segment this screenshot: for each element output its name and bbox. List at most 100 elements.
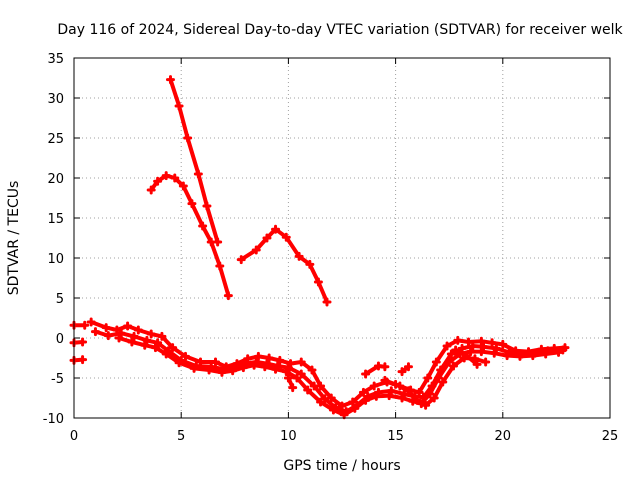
series-pass-b [168, 77, 220, 244]
data-point [528, 351, 538, 361]
y-tick-label: 5 [56, 292, 64, 307]
data-point [391, 379, 401, 389]
data-point [425, 389, 435, 399]
data-point [358, 387, 368, 397]
axis-ticks: 0 5 10 15 20 25 -10 -5 0 5 10 15 20 25 30 35 [43, 52, 619, 444]
data-point [249, 360, 259, 370]
data-point [438, 377, 448, 387]
data-point [260, 362, 270, 372]
data-point [211, 357, 221, 367]
data-point [161, 171, 171, 181]
data-point [515, 351, 525, 361]
data-point [129, 331, 139, 341]
data-point [326, 393, 336, 403]
data-point [429, 393, 439, 403]
data-point [146, 329, 156, 339]
data-point [146, 185, 156, 195]
data-point [292, 373, 302, 383]
y-tick-label: 35 [47, 52, 64, 67]
data-point [554, 347, 564, 357]
y-axis-label: SDTVAR / TECUs [6, 181, 22, 296]
data-point [316, 397, 326, 407]
data-point [461, 351, 471, 361]
data-point [271, 224, 281, 234]
chart-title: Day 116 of 2024, Sidereal Day-to-day VTE… [57, 22, 623, 38]
data-point [288, 383, 298, 393]
data-point [165, 75, 175, 85]
data-point [502, 351, 512, 361]
data-point [114, 333, 124, 343]
data-point [453, 335, 463, 345]
y-tick-label: 10 [47, 252, 64, 267]
data-point [217, 367, 227, 377]
data-point [238, 363, 248, 373]
data-point [281, 232, 291, 242]
y-tick-label: 15 [47, 212, 64, 227]
data-point [431, 357, 441, 367]
x-tick-label: 25 [602, 429, 619, 444]
data-point [472, 359, 482, 369]
data-point [170, 173, 180, 183]
data-point [187, 199, 197, 209]
data-point [86, 317, 96, 327]
data-point [313, 277, 323, 287]
x-tick-label: 5 [177, 429, 185, 444]
data-point [421, 400, 431, 410]
data-point [189, 363, 199, 373]
data-point [371, 391, 381, 401]
data-point [403, 386, 413, 396]
data-point [281, 367, 291, 377]
data-point [487, 338, 497, 348]
data-point [309, 381, 319, 391]
data-point [153, 338, 163, 348]
data-point [262, 233, 272, 243]
grid [74, 58, 610, 418]
data-point [228, 366, 238, 376]
data-point [180, 351, 190, 361]
data-point [491, 343, 501, 353]
data-point [251, 245, 261, 255]
data-point [481, 357, 491, 367]
data-point [140, 340, 150, 350]
data-point [476, 347, 486, 357]
data-point [103, 331, 113, 341]
data-point [116, 328, 126, 338]
data-point [161, 349, 171, 359]
data-point [294, 251, 304, 261]
data-point [213, 237, 223, 247]
data-point [174, 101, 184, 111]
x-tick-label: 0 [70, 429, 78, 444]
y-tick-label: 30 [47, 92, 64, 107]
data-point [275, 355, 285, 365]
data-point [451, 345, 461, 355]
series-group [69, 75, 570, 420]
data-point [448, 361, 458, 371]
data-point [397, 367, 407, 377]
data-point [384, 391, 394, 401]
y-tick-label: -5 [51, 372, 64, 387]
data-point [202, 201, 212, 211]
data-point [101, 323, 111, 333]
data-point [307, 365, 317, 375]
data-point [350, 403, 360, 413]
data-point [183, 133, 193, 143]
data-point [380, 375, 390, 385]
data-point [193, 169, 203, 179]
data-point [322, 297, 332, 307]
data-point [264, 353, 274, 363]
y-tick-label: 25 [47, 132, 64, 147]
data-point [386, 386, 396, 396]
data-point [223, 291, 233, 301]
data-point [174, 358, 184, 368]
data-point [369, 381, 379, 391]
data-point [361, 369, 371, 379]
data-point [80, 320, 90, 330]
data-point [457, 343, 467, 353]
data-point [236, 255, 246, 265]
data-point [361, 395, 371, 405]
data-point [433, 373, 443, 383]
data-point [397, 393, 407, 403]
data-point [463, 337, 473, 347]
data-point [90, 327, 100, 337]
data-point [243, 354, 253, 364]
